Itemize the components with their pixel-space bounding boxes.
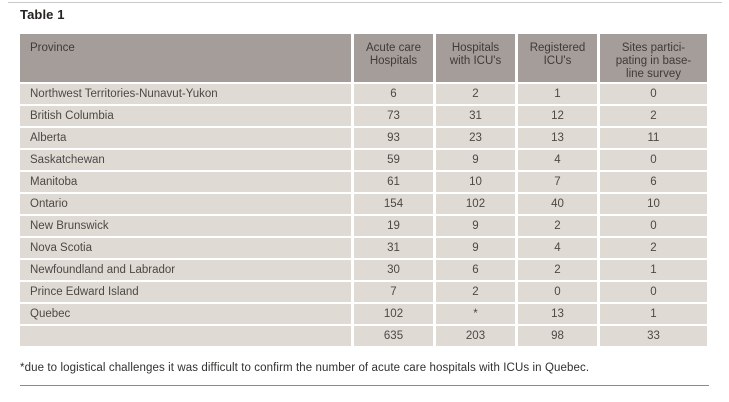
cell-total-sites: 33 [600,326,707,346]
data-table: Province Acute care Hospitals Hospitals … [17,32,710,348]
cell-registered-icu: 13 [518,304,597,324]
table-row: New Brunswick 19 9 2 0 [20,216,707,236]
cell-province: Northwest Territories-Nunavut-Yukon [20,84,351,104]
table-row: Quebec 102 * 13 1 [20,304,707,324]
cell-hospitals-icu: 9 [436,216,515,236]
table-row: Prince Edward Island 7 2 0 0 [20,282,707,302]
cell-province: British Columbia [20,106,351,126]
cell-province-empty [20,326,351,346]
cell-sites: 6 [600,172,707,192]
cell-sites: 1 [600,304,707,324]
cell-registered-icu: 4 [518,238,597,258]
cell-hospitals-icu: 102 [436,194,515,214]
cell-province: Newfoundland and Labrador [20,260,351,280]
cell-registered-icu: 0 [518,282,597,302]
cell-acute-care: 19 [354,216,433,236]
cell-acute-care: 154 [354,194,433,214]
table-row: Saskatchewan 59 9 4 0 [20,150,707,170]
cell-sites: 11 [600,128,707,148]
cell-acute-care: 6 [354,84,433,104]
table-row: British Columbia 73 31 12 2 [20,106,707,126]
table-row: Nova Scotia 31 9 4 2 [20,238,707,258]
cell-province: New Brunswick [20,216,351,236]
cell-sites: 2 [600,106,707,126]
cell-acute-care: 59 [354,150,433,170]
cell-hospitals-icu: 6 [436,260,515,280]
cell-province: Alberta [20,128,351,148]
table-row: Northwest Territories-Nunavut-Yukon 6 2 … [20,84,707,104]
cell-registered-icu: 12 [518,106,597,126]
cell-hospitals-icu: 31 [436,106,515,126]
table-row: Manitoba 61 10 7 6 [20,172,707,192]
table-title: Table 1 [20,7,65,22]
cell-registered-icu: 2 [518,216,597,236]
cell-province: Prince Edward Island [20,282,351,302]
cell-sites: 0 [600,216,707,236]
cell-sites: 0 [600,282,707,302]
totals-row: 635 203 98 33 [20,326,707,346]
cell-acute-care: 93 [354,128,433,148]
table-header: Province Acute care Hospitals Hospitals … [20,34,707,82]
column-header-hospitals-with-icus: Hospitals with ICU's [436,34,515,82]
column-header-acute-care-hospitals: Acute care Hospitals [354,34,433,82]
cell-registered-icu: 2 [518,260,597,280]
cell-acute-care: 73 [354,106,433,126]
cell-province: Manitoba [20,172,351,192]
cell-province: Ontario [20,194,351,214]
header-row: Province Acute care Hospitals Hospitals … [20,34,707,82]
table-row: Alberta 93 23 13 11 [20,128,707,148]
cell-province: Nova Scotia [20,238,351,258]
cell-registered-icu: 13 [518,128,597,148]
cell-registered-icu: 7 [518,172,597,192]
cell-sites: 10 [600,194,707,214]
cell-hospitals-icu: 23 [436,128,515,148]
column-header-registered-icus: Registered ICU's [518,34,597,82]
cell-sites: 1 [600,260,707,280]
bottom-divider [20,385,709,386]
cell-hospitals-icu: 9 [436,238,515,258]
footnote: *due to logistical challenges it was dif… [20,362,590,374]
cell-registered-icu: 4 [518,150,597,170]
table-row: Ontario 154 102 40 10 [20,194,707,214]
cell-province: Quebec [20,304,351,324]
cell-registered-icu: 40 [518,194,597,214]
cell-hospitals-icu: 2 [436,282,515,302]
cell-sites: 0 [600,84,707,104]
cell-province: Saskatchewan [20,150,351,170]
table-body: Northwest Territories-Nunavut-Yukon 6 2 … [20,84,707,346]
cell-acute-care: 7 [354,282,433,302]
cell-hospitals-icu: 9 [436,150,515,170]
cell-sites: 2 [600,238,707,258]
cell-hospitals-icu: 2 [436,84,515,104]
cell-total-acute-care: 635 [354,326,433,346]
cell-acute-care: 61 [354,172,433,192]
table-row: Newfoundland and Labrador 30 6 2 1 [20,260,707,280]
cell-acute-care: 102 [354,304,433,324]
top-divider [8,2,722,3]
cell-hospitals-icu: 10 [436,172,515,192]
cell-total-registered-icu: 98 [518,326,597,346]
cell-registered-icu: 1 [518,84,597,104]
cell-acute-care: 31 [354,238,433,258]
column-header-province: Province [20,34,351,82]
column-header-sites-participating: Sites partici- pating in base- line surv… [600,34,707,82]
cell-acute-care: 30 [354,260,433,280]
cell-total-hospitals-icu: 203 [436,326,515,346]
cell-hospitals-icu: * [436,304,515,324]
cell-sites: 0 [600,150,707,170]
